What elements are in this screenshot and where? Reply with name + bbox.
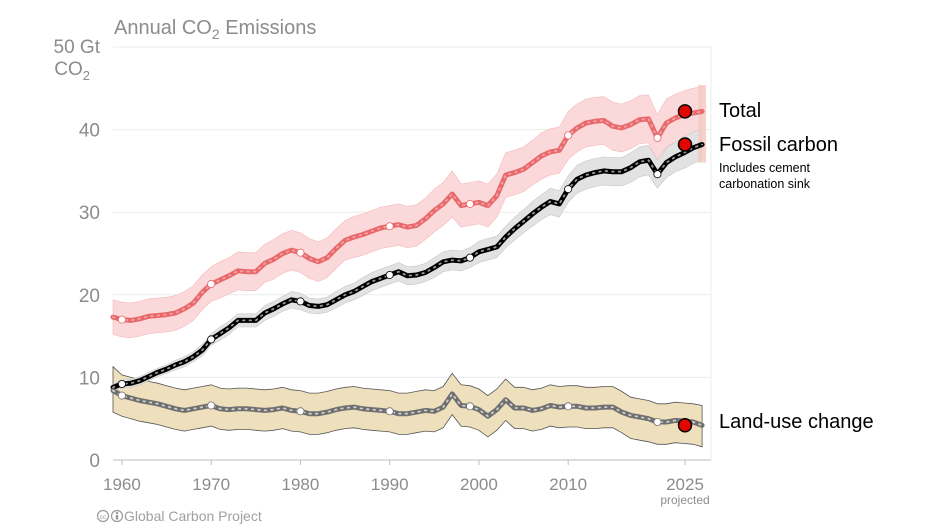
label-fossil-note-1: Includes cement (719, 161, 811, 175)
marker-land-use-change-1960 (117, 391, 126, 400)
marker-fossil-carbon-1960 (117, 380, 126, 389)
y-tick-label: 20 (79, 286, 100, 307)
x-tick-label: 2000 (460, 475, 498, 494)
marker-land-use-change-1980 (296, 407, 305, 416)
label-fossil-carbon: Fossil carbon (719, 134, 838, 156)
marker-total-1980 (296, 248, 305, 257)
x-tick-label: 1960 (103, 475, 141, 494)
marker-total-1960 (117, 315, 126, 324)
y-unit-co2: CO2 (54, 59, 90, 83)
x-tick-label: 1990 (371, 475, 409, 494)
uncertainty-bands (112, 86, 703, 448)
y-tick-label: 10 (79, 368, 100, 389)
y-unit-label: 50 Gt (54, 37, 101, 58)
marker-land-use-change-2010 (564, 402, 573, 411)
projection-strip-upper (698, 84, 707, 163)
marker-fossil-carbon-2020 (653, 170, 662, 179)
label-land-use-change: Land-use change (719, 411, 874, 433)
marker-fossil-carbon-1970 (207, 335, 216, 344)
x-tick-label: 1980 (282, 475, 320, 494)
label-total: Total (719, 100, 761, 122)
x-tick-label: 1970 (192, 475, 230, 494)
marker-total-1999 (466, 199, 475, 208)
projection-strip (698, 84, 707, 163)
marker-fossil-carbon-1980 (296, 297, 305, 306)
endpoint-total (677, 104, 693, 119)
label-fossil-note-2: carbonation sink (719, 177, 811, 191)
y-tick-label: 40 (79, 121, 100, 142)
marker-total-2020 (653, 133, 662, 142)
marker-land-use-change-1970 (207, 401, 216, 410)
chart-title: Annual CO2 Emissions (114, 17, 316, 42)
decade-markers (117, 131, 662, 427)
line-dots-land-use-change (112, 389, 703, 427)
band-land-use-change (112, 365, 703, 448)
projected-label: projected (660, 493, 709, 507)
footer-credit: cc Global Carbon Project (96, 508, 262, 524)
endpoint-markers (677, 104, 693, 433)
marker-total-1990 (385, 222, 394, 231)
marker-fossil-carbon-1999 (466, 253, 475, 262)
marker-fossil-carbon-2010 (564, 185, 573, 194)
x-tick-label: 2010 (549, 475, 587, 494)
marker-land-use-change-2020 (653, 418, 662, 427)
marker-land-use-change-1999 (466, 402, 475, 411)
marker-total-1970 (207, 280, 216, 289)
cc-by-icon: cc (96, 509, 124, 523)
y-axis-ticks: 0 10 20 30 40 (79, 121, 100, 472)
endpoint-land-use-change (677, 418, 693, 433)
credit-text: Global Carbon Project (124, 508, 262, 524)
y-tick-label: 0 (89, 451, 100, 472)
marker-land-use-change-1990 (385, 407, 394, 416)
marker-fossil-carbon-1990 (385, 270, 394, 279)
endpoint-fossil-carbon (677, 137, 693, 152)
y-tick-label: 30 (79, 203, 100, 224)
marker-total-2010 (564, 131, 573, 140)
x-tick-label: 2025 (666, 475, 704, 494)
svg-text:cc: cc (100, 514, 107, 521)
x-axis-ticks: 1960 1970 1980 1990 2000 2010 2025 (103, 460, 704, 494)
